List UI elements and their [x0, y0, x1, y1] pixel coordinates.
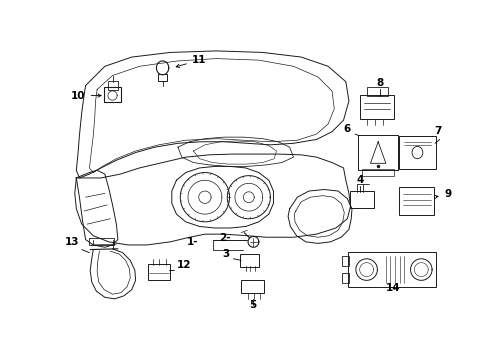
Text: 11: 11 [176, 55, 206, 67]
Text: 1-: 1- [187, 237, 199, 247]
Text: 7: 7 [434, 126, 441, 136]
Text: 14: 14 [386, 283, 401, 293]
Text: 8: 8 [377, 77, 384, 87]
Text: 9: 9 [434, 189, 451, 199]
Text: 5: 5 [249, 300, 256, 310]
Text: 2-: 2- [219, 233, 230, 243]
Text: 10: 10 [71, 91, 101, 100]
Text: 6: 6 [344, 124, 351, 134]
Text: 4: 4 [357, 175, 364, 185]
Text: 3: 3 [222, 249, 229, 259]
Text: 12: 12 [176, 260, 191, 270]
Text: 13: 13 [65, 237, 79, 247]
